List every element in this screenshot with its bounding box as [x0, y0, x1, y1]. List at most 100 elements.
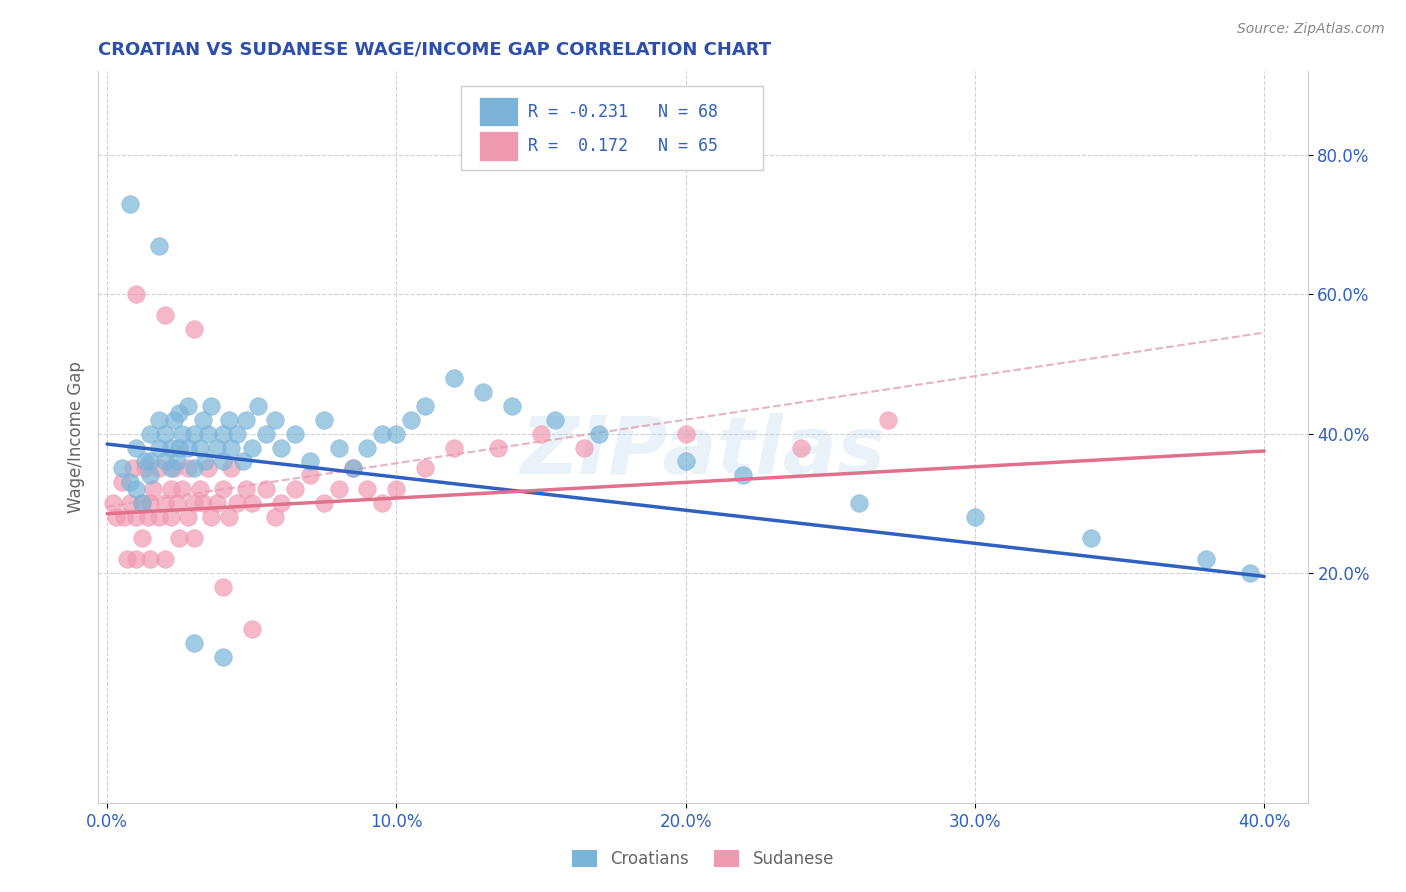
FancyBboxPatch shape: [461, 86, 763, 170]
Point: [125, 287, 148, 301]
Point: [246, 399, 269, 413]
Point: [120, 475, 142, 490]
Point: [194, 454, 217, 468]
Point: [544, 412, 567, 426]
Point: [211, 426, 233, 441]
Point: [139, 426, 162, 441]
Point: [588, 426, 610, 441]
Point: [148, 510, 170, 524]
Point: [148, 461, 170, 475]
Point: [675, 426, 697, 441]
Point: [104, 510, 127, 524]
Point: [328, 441, 350, 455]
Point: [211, 649, 233, 664]
Point: [356, 483, 378, 497]
Text: CROATIAN VS SUDANESE WAGE/INCOME GAP CORRELATION CHART: CROATIAN VS SUDANESE WAGE/INCOME GAP COR…: [98, 41, 772, 59]
Point: [110, 475, 132, 490]
Point: [240, 441, 263, 455]
Text: ZIPatlas: ZIPatlas: [520, 413, 886, 491]
Point: [159, 510, 181, 524]
Point: [399, 412, 422, 426]
Point: [342, 461, 364, 475]
Point: [200, 510, 222, 524]
Point: [120, 496, 142, 510]
Point: [169, 441, 191, 455]
Point: [328, 483, 350, 497]
Point: [221, 461, 243, 475]
Legend: Croatians, Sudanese: Croatians, Sudanese: [565, 844, 841, 875]
Point: [1239, 566, 1261, 580]
Point: [125, 483, 148, 497]
Point: [177, 461, 200, 475]
Point: [342, 461, 364, 475]
Point: [153, 454, 176, 468]
Point: [501, 399, 523, 413]
Text: R =  0.172   N = 65: R = 0.172 N = 65: [527, 137, 717, 155]
Point: [139, 468, 162, 483]
Point: [172, 483, 194, 497]
Point: [312, 412, 335, 426]
Point: [235, 483, 257, 497]
Point: [574, 441, 596, 455]
Point: [443, 371, 465, 385]
Point: [131, 496, 153, 510]
Point: [142, 483, 165, 497]
Point: [1080, 531, 1102, 545]
Point: [1195, 552, 1218, 566]
Point: [284, 483, 307, 497]
Point: [169, 531, 191, 545]
Point: [177, 399, 200, 413]
Point: [177, 510, 200, 524]
Point: [131, 531, 153, 545]
Point: [413, 461, 436, 475]
Point: [264, 412, 287, 426]
Point: [197, 461, 219, 475]
Point: [166, 454, 188, 468]
Point: [211, 580, 233, 594]
Point: [240, 622, 263, 636]
Point: [125, 552, 148, 566]
Point: [183, 635, 205, 649]
Point: [270, 496, 292, 510]
Text: Source: ZipAtlas.com: Source: ZipAtlas.com: [1237, 22, 1385, 37]
Point: [148, 238, 170, 252]
Y-axis label: Wage/Income Gap: Wage/Income Gap: [66, 361, 84, 513]
Point: [188, 483, 211, 497]
Point: [120, 196, 142, 211]
Point: [270, 441, 292, 455]
Point: [254, 426, 277, 441]
Point: [162, 461, 184, 475]
Point: [211, 483, 233, 497]
Point: [963, 510, 986, 524]
Point: [226, 496, 249, 510]
Point: [183, 461, 205, 475]
Point: [183, 426, 205, 441]
Point: [530, 426, 553, 441]
Point: [134, 461, 156, 475]
Point: [848, 496, 870, 510]
Point: [205, 496, 228, 510]
Point: [125, 441, 148, 455]
Point: [443, 441, 465, 455]
Point: [385, 483, 408, 497]
Point: [110, 461, 132, 475]
Point: [183, 531, 205, 545]
Point: [191, 496, 214, 510]
Point: [371, 426, 394, 441]
Point: [101, 496, 124, 510]
Point: [733, 468, 755, 483]
Point: [218, 412, 240, 426]
Point: [117, 552, 139, 566]
Point: [413, 399, 436, 413]
Point: [159, 461, 181, 475]
Point: [205, 441, 228, 455]
Point: [197, 426, 219, 441]
Point: [675, 454, 697, 468]
Point: [264, 510, 287, 524]
Point: [183, 322, 205, 336]
Point: [169, 406, 191, 420]
Point: [131, 496, 153, 510]
Point: [139, 552, 162, 566]
Point: [790, 441, 813, 455]
Point: [200, 399, 222, 413]
